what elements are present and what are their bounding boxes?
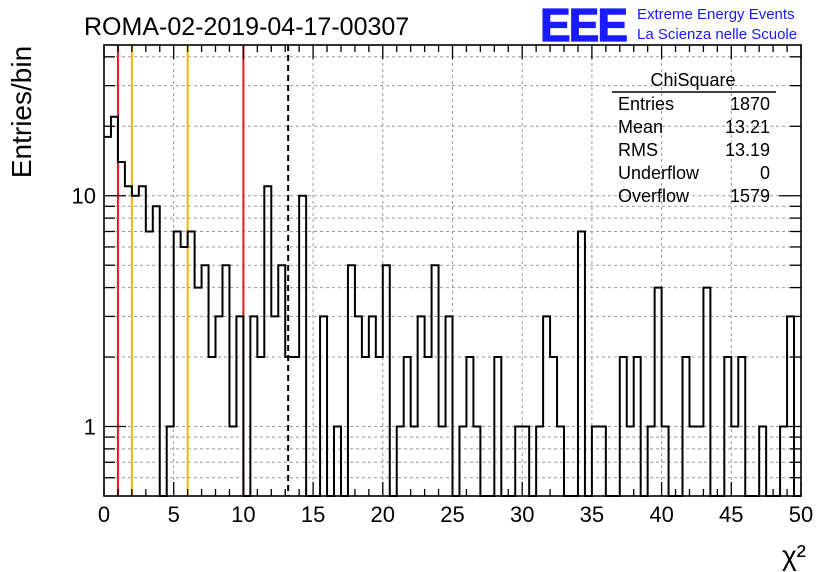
stats-label: Mean — [618, 117, 663, 137]
x-tick-label: 5 — [168, 502, 180, 527]
x-tick-label: 50 — [789, 502, 813, 527]
eee-logo: EEE Extreme Energy Events La Scienza nel… — [539, 0, 797, 52]
y-tick-labels: 1 10 — [72, 184, 96, 440]
stats-box: ChiSquare Entries 1870 Mean 13.21 RMS 13.19 Un… — [612, 70, 776, 206]
eee-logo-mark: EEE — [540, 0, 626, 51]
stats-title: ChiSquare — [650, 70, 735, 90]
x-tick-label: 40 — [649, 502, 673, 527]
stats-value: 0 — [760, 163, 770, 183]
axis-ticks — [103, 45, 802, 496]
eee-logo-line2: La Scienza nelle Scuole — [637, 26, 797, 43]
x-tick-labels: 0 5 10 15 20 25 30 35 40 45 50 — [98, 502, 813, 527]
stats-rows: Entries 1870 Mean 13.21 RMS 13.19 Underflow 0 Ov… — [618, 94, 770, 206]
run-title: ROMA-02-2019-04-17-00307 — [84, 13, 409, 41]
stats-value: 1579 — [730, 186, 770, 206]
stats-label: RMS — [618, 140, 658, 160]
stats-label: Entries — [618, 94, 674, 114]
y-tick-label: 10 — [72, 184, 96, 209]
x-tick-label: 25 — [440, 502, 464, 527]
x-tick-label: 30 — [510, 502, 534, 527]
y-tick-label: 1 — [84, 415, 96, 440]
x-axis-label: χ² — [782, 540, 806, 571]
stats-value: 1870 — [730, 94, 770, 114]
x-tick-label: 10 — [231, 502, 255, 527]
stats-value: 13.19 — [725, 140, 770, 160]
eee-logo-line1: Extreme Energy Events — [637, 6, 795, 23]
reference-lines — [116, 45, 290, 496]
stats-value: 13.21 — [725, 117, 770, 137]
x-tick-label: 20 — [371, 502, 395, 527]
x-tick-label: 35 — [580, 502, 604, 527]
x-tick-label: 45 — [719, 502, 743, 527]
stats-label: Overflow — [618, 186, 690, 206]
x-tick-label: 0 — [98, 502, 110, 527]
y-axis-label: Entries/bin — [6, 46, 37, 178]
stats-label: Underflow — [618, 163, 700, 183]
x-tick-label: 15 — [301, 502, 325, 527]
